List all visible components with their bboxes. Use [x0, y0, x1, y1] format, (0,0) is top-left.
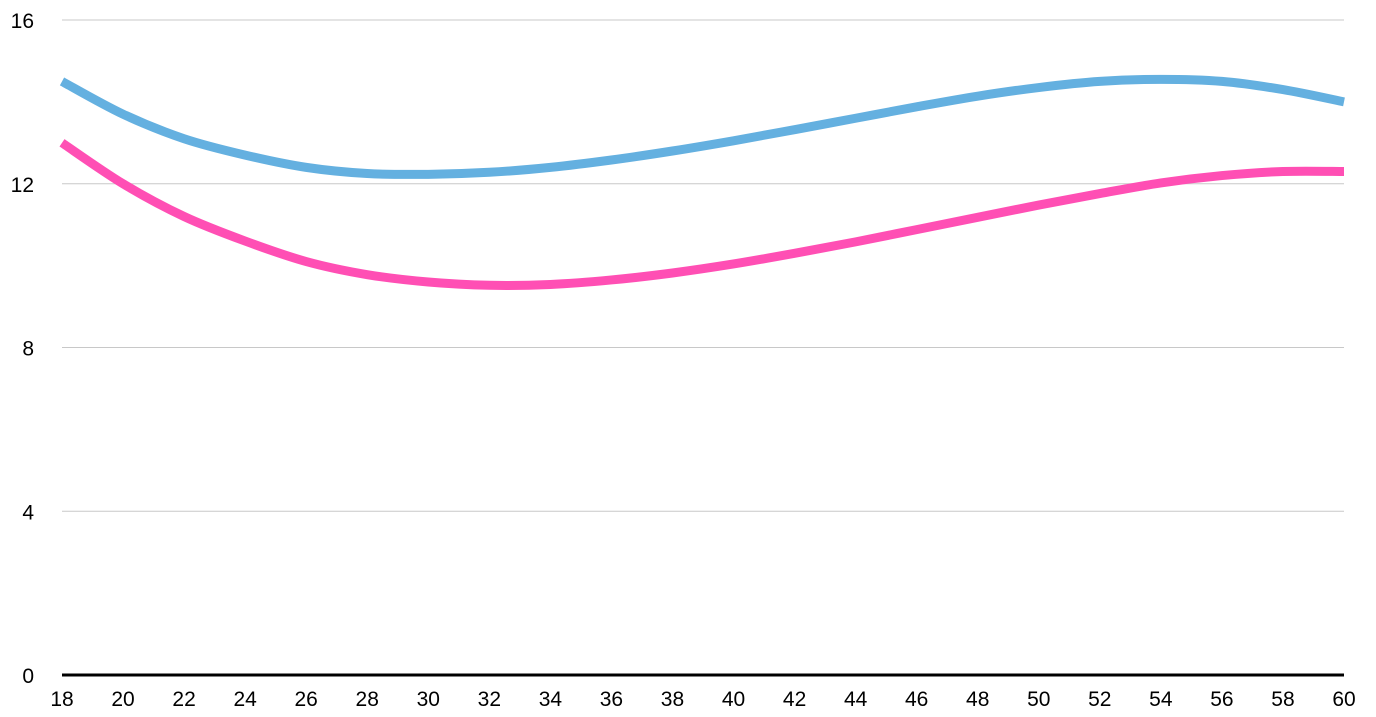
y-tick-label-4: 4 [22, 501, 34, 524]
x-tick-label-20: 20 [111, 688, 134, 711]
x-tick-label-60: 60 [1332, 688, 1355, 711]
x-tick-label-40: 40 [722, 688, 745, 711]
x-tick-label-46: 46 [905, 688, 928, 711]
x-tick-label-56: 56 [1210, 688, 1233, 711]
series-line-1 [59, 74, 1345, 179]
x-tick-label-44: 44 [844, 688, 868, 711]
y-tick-label-16: 16 [11, 10, 34, 33]
x-tick-label-48: 48 [966, 688, 989, 711]
grid-layer [62, 19, 1344, 512]
series-layer [59, 74, 1345, 290]
series-line-2 [59, 139, 1345, 290]
x-tick-label-52: 52 [1088, 688, 1111, 711]
y-tick-labels: 0 4 8 12 16 [11, 10, 35, 688]
x-tick-label-26: 26 [295, 688, 318, 711]
x-tick-label-18: 18 [50, 688, 73, 711]
x-tick-label-58: 58 [1271, 688, 1294, 711]
x-tick-label-38: 38 [661, 688, 684, 711]
x-tick-label-28: 28 [356, 688, 379, 711]
y-tick-label-12: 12 [11, 174, 34, 197]
x-tick-label-50: 50 [1027, 688, 1050, 711]
x-tick-labels: 18 20 22 24 26 28 30 32 34 36 38 40 42 44 46 48 50 52 54 56… [50, 688, 1355, 711]
x-tick-label-54: 54 [1149, 688, 1173, 711]
x-tick-label-42: 42 [783, 688, 806, 711]
x-tick-label-24: 24 [233, 688, 257, 711]
x-tick-label-34: 34 [539, 688, 563, 711]
x-tick-label-36: 36 [600, 688, 623, 711]
x-tick-label-22: 22 [172, 688, 195, 711]
x-tick-label-30: 30 [417, 688, 440, 711]
x-tick-label-32: 32 [478, 688, 501, 711]
y-tick-label-8: 8 [22, 338, 34, 361]
y-tick-label-0: 0 [22, 665, 34, 688]
